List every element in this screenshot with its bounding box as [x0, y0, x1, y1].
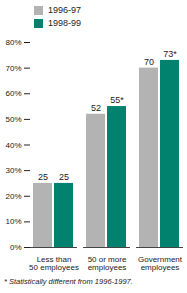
svg-text:52: 52 [91, 103, 101, 113]
html-text:* Statistically different from: * Statistically different from 1996-1997… [4, 277, 133, 286]
svg-text:70: 70 [144, 57, 154, 67]
svg-text:Less than50 employees: Less than50 employees [29, 255, 79, 272]
svg-text:73*: 73* [163, 49, 177, 59]
svg-text:55*: 55* [110, 95, 124, 105]
html-text:1998-99: 1998-99 [48, 18, 81, 28]
svg-text:40%: 40% [5, 141, 21, 150]
svg-text:0%: 0% [10, 243, 22, 252]
svg-text:25: 25 [59, 172, 69, 182]
svg-text:80%: 80% [5, 38, 21, 47]
svg-text:30%: 30% [5, 166, 21, 175]
svg-text:25: 25 [38, 172, 48, 182]
svg-text:20%: 20% [5, 192, 21, 201]
svg-text:Governmentemployees: Governmentemployees [138, 255, 183, 272]
svg-text:10%: 10% [5, 217, 21, 226]
svg-text:60%: 60% [5, 89, 21, 98]
svg-text:50 or moreemployees: 50 or moreemployees [88, 255, 127, 272]
html-text:1996-97: 1996-97 [48, 5, 81, 15]
svg-text:50%: 50% [5, 115, 21, 124]
svg-text:70%: 70% [5, 64, 21, 73]
